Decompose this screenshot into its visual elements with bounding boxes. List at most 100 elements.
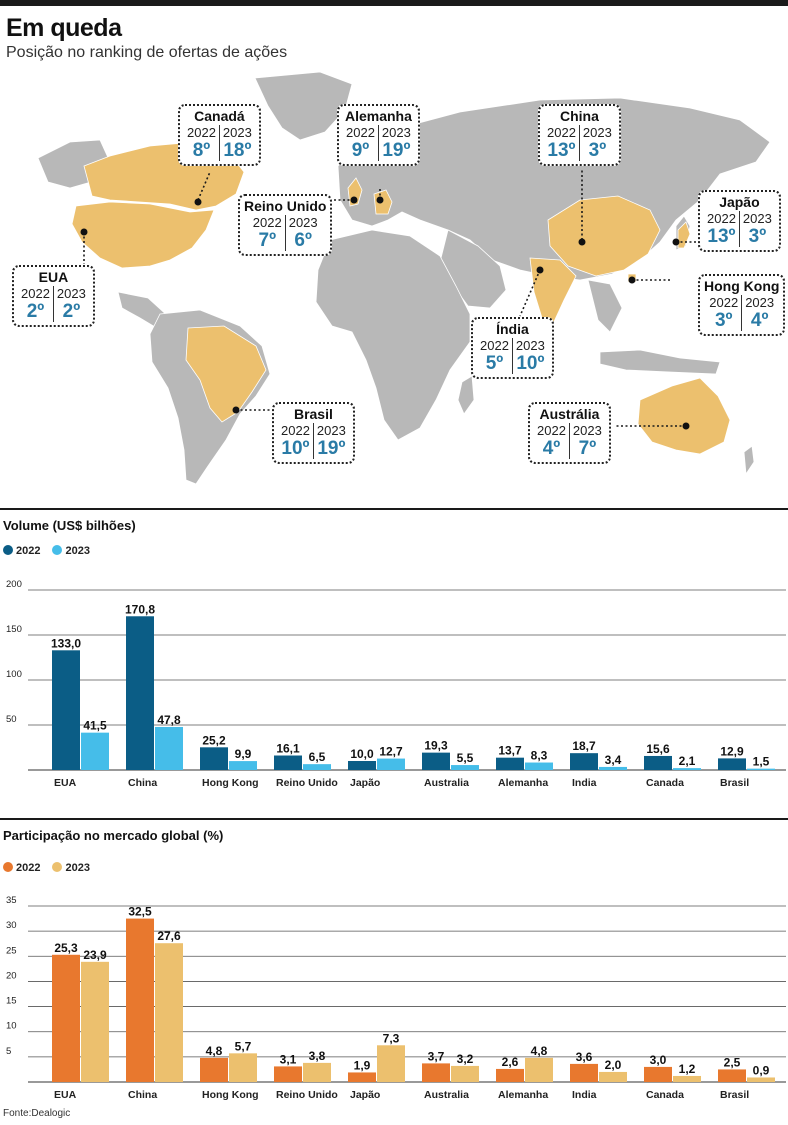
callout-country: Austrália <box>539 406 600 422</box>
x-tick-label: EUA <box>54 777 77 789</box>
x-tick-label: Canada <box>646 1089 684 1101</box>
y-tick-label: 35 <box>6 895 17 906</box>
volume-bar-chart: 50 100 150 200 133,0 41,5 EUA 170,8 47,8 China 25,… <box>6 579 786 789</box>
bar-2022 <box>52 650 80 770</box>
callout-year: 2022 <box>709 295 739 310</box>
volume-chart-title: Volume (US$ bilhões) <box>3 518 136 533</box>
data-label: 3,1 <box>280 1052 297 1066</box>
data-label: 1,9 <box>354 1058 371 1072</box>
callout-rank: 3º <box>748 226 767 247</box>
germany-shape <box>373 189 393 215</box>
data-label: 1,2 <box>679 1062 696 1076</box>
data-label: 7,3 <box>383 1031 400 1045</box>
page-title: Em queda <box>6 14 122 42</box>
callout-rank: 10º <box>516 353 545 374</box>
marker-hong-kong <box>628 276 636 284</box>
x-tick-label: Alemanha <box>498 777 548 789</box>
bar-2022 <box>718 1069 746 1082</box>
bar-2022 <box>52 954 80 1082</box>
callout-rank: 13º <box>707 226 736 247</box>
bar-2023 <box>155 726 183 770</box>
data-label: 47,8 <box>157 713 181 727</box>
callout-year: 2022 <box>252 215 282 230</box>
data-label: 1,5 <box>753 755 770 769</box>
bar-2023 <box>599 1071 627 1082</box>
legend-label: 2023 <box>65 862 90 874</box>
greenland-shape <box>254 71 353 141</box>
leader-canada <box>197 171 211 201</box>
data-label: 2,0 <box>605 1058 622 1072</box>
bar-2023 <box>525 1057 553 1082</box>
callout-year: 2022 <box>21 286 50 301</box>
bar-2022 <box>348 761 376 770</box>
marker-eua <box>80 228 88 236</box>
data-label: 25,2 <box>202 733 226 747</box>
usa-shape <box>71 201 215 269</box>
bar-2023 <box>377 758 405 770</box>
bar-2023 <box>81 732 109 770</box>
data-label: 15,6 <box>646 742 670 756</box>
bar-2022 <box>422 752 450 770</box>
india-shape <box>529 257 577 327</box>
legend-label: 2023 <box>65 545 90 557</box>
share-legend: 2022 2023 <box>3 862 96 874</box>
africa-shape <box>315 229 471 441</box>
indonesia-shape <box>599 349 721 375</box>
callout-rank: 19º <box>382 140 411 161</box>
bar-2022 <box>274 1066 302 1082</box>
bar-2023 <box>229 1053 257 1082</box>
callout-rank: 7º <box>578 438 597 459</box>
data-label: 3,8 <box>309 1049 326 1063</box>
callout-rank: 4º <box>542 438 561 459</box>
marker-china <box>578 238 586 246</box>
legend-item-2023: 2023 <box>52 862 90 874</box>
data-label: 27,6 <box>157 929 181 943</box>
callout-country: Reino Unido <box>244 198 327 214</box>
x-tick-label: Australia <box>424 1089 469 1101</box>
bar-2023 <box>81 961 109 1082</box>
bar-2023 <box>155 943 183 1082</box>
callout-year: 2023 <box>56 286 86 301</box>
callout-year: 2023 <box>742 211 772 226</box>
data-label: 3,4 <box>605 753 622 767</box>
bar-2023 <box>451 765 479 770</box>
x-tick-label: Japão <box>350 777 380 789</box>
y-tick-label: 100 <box>6 669 22 680</box>
data-label: 13,7 <box>498 744 522 758</box>
callout-country: Japão <box>719 194 760 210</box>
callout-year: 2022 <box>707 211 736 226</box>
y-tick-label: 5 <box>6 1046 11 1057</box>
bar-2022 <box>570 753 598 770</box>
data-label: 170,8 <box>125 602 155 616</box>
legend-label: 2022 <box>16 545 41 557</box>
bar-2022 <box>126 918 154 1082</box>
callout-country: Índia <box>496 321 529 337</box>
data-label: 2,1 <box>679 754 696 768</box>
bar-2023 <box>673 768 701 770</box>
data-label: 2,5 <box>724 1055 741 1069</box>
callout-year: 2023 <box>222 125 252 140</box>
callout-year: 2022 <box>187 125 216 140</box>
callout-year: 2023 <box>381 125 411 140</box>
callout-country: Brasil <box>293 406 333 422</box>
data-label: 16,1 <box>276 742 300 756</box>
data-label: 12,9 <box>720 744 744 758</box>
bar-2022 <box>496 1068 524 1082</box>
callout-rank: 8º <box>192 140 211 161</box>
callout-eua: EUA 2022 2º 2023 2º <box>12 265 95 327</box>
share-bar-chart: 5 10 15 20 25 30 35 25,3 23,9 EUA 32,5 27,6 China 4,8… <box>6 895 786 1101</box>
callout-year: 2023 <box>316 423 346 438</box>
china-shape <box>547 195 661 277</box>
bar-2022 <box>126 616 154 770</box>
y-tick-label: 20 <box>6 970 17 981</box>
callout-japao: Japão 2022 13º 2023 3º <box>698 190 781 252</box>
y-tick-label: 10 <box>6 1021 17 1032</box>
callout-alemanha: Alemanha 2022 9º 2023 19º <box>337 104 420 166</box>
x-tick-label: Reino Unido <box>276 777 338 789</box>
legend-item-2023: 2023 <box>52 545 90 557</box>
callout-reino-unido: Reino Unido 2022 7º 2023 6º <box>238 194 333 256</box>
bar-2023 <box>673 1075 701 1082</box>
eurasia-shape <box>337 97 771 281</box>
australia-shape <box>637 377 731 455</box>
callout-china: China 2022 13º 2023 3º <box>538 104 621 166</box>
